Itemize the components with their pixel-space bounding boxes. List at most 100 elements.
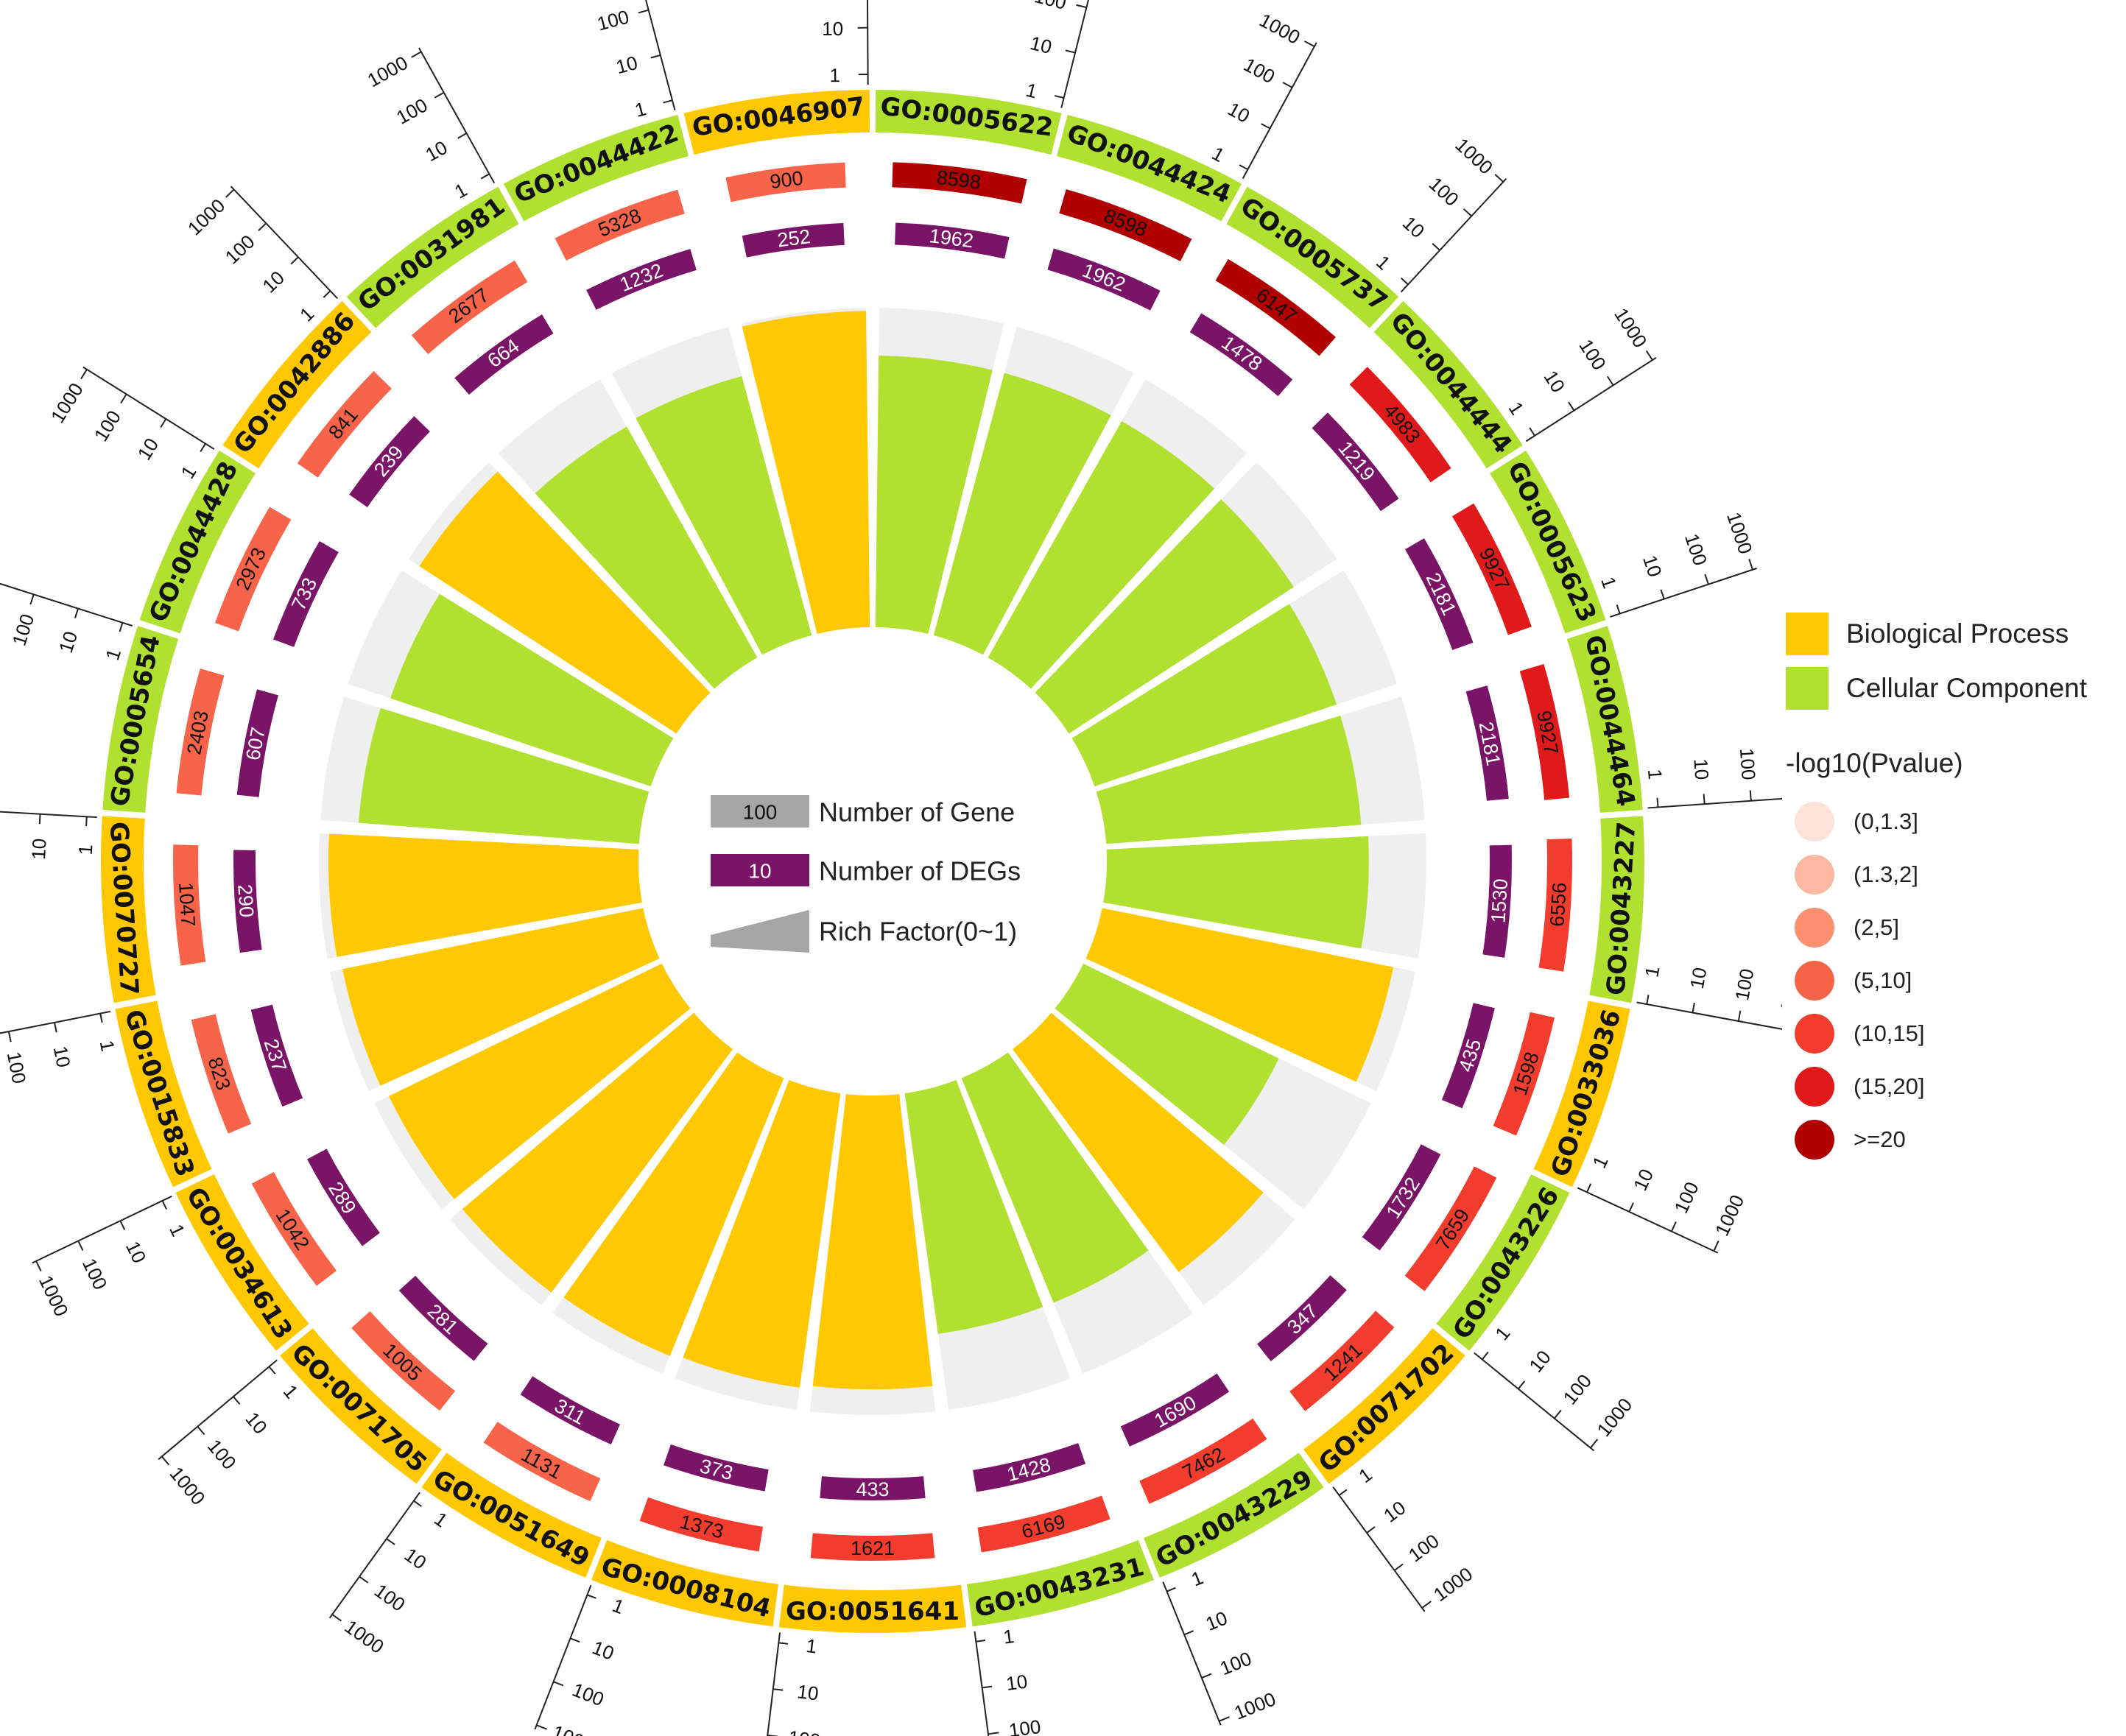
tick-label: 1 (279, 1380, 303, 1402)
tick-mark (1261, 123, 1271, 130)
tick-label: 1 (1002, 1625, 1016, 1648)
tick-mark (480, 173, 490, 180)
tick-label: 100 (90, 406, 125, 445)
rich-factor-bar (636, 375, 812, 655)
tick-axis-line (82, 366, 215, 450)
tick-label: 10 (1629, 1165, 1658, 1194)
tick-label: 1000 (165, 1462, 209, 1509)
pvalue-dot (1795, 855, 1834, 895)
tick-mark (1628, 1202, 1634, 1213)
term-block (1489, 450, 1606, 634)
tick-mark (988, 1732, 999, 1735)
tick-mark (161, 1456, 170, 1466)
gene-count-bar (173, 844, 206, 966)
deg-count-label: 607 (242, 725, 270, 762)
tick-mark (1529, 427, 1535, 437)
tick-mark (225, 188, 235, 198)
legend-item-cellular-component: Cellular Component (1786, 666, 2110, 711)
tick-label: 1000 (1781, 737, 1782, 781)
tick-label: 1000 (35, 1272, 73, 1320)
tick-mark (1366, 1526, 1376, 1534)
rich-factor-bar (904, 1080, 1043, 1334)
tick-mark (77, 1241, 84, 1251)
term-block (778, 1584, 967, 1633)
deg-count-bar (973, 1443, 1086, 1492)
deg-count-bar (895, 222, 1010, 259)
tick-label: 1000 (183, 194, 230, 240)
center-legend-deg-swatch (711, 854, 809, 886)
tick-label: 10 (1689, 758, 1713, 780)
deg-count-bar (307, 1148, 380, 1246)
rich-factor-bar (1096, 716, 1362, 844)
tick-label: 10 (1524, 1346, 1555, 1376)
deg-count-label: 1962 (1080, 259, 1129, 296)
tick-label: 100 (1669, 1179, 1703, 1217)
pvalue-bin-label: (10,15] (1854, 1020, 1925, 1046)
tick-label: 10 (122, 1238, 151, 1266)
tick-label: 1 (430, 1508, 451, 1532)
pvalue-bin-label: (0,1.3] (1854, 808, 1918, 834)
deg-count-bar (1189, 313, 1293, 397)
tick-axis-line (1577, 1187, 1719, 1254)
tick-axis-line (1332, 1486, 1426, 1612)
pvalue-dot (1795, 1067, 1834, 1107)
tick-mark (119, 622, 124, 632)
tick-label: 10 (49, 1044, 75, 1069)
tick-label: 10 (241, 1408, 272, 1438)
rich-factor-bar (535, 426, 758, 689)
tick-label: 100 (1574, 335, 1611, 374)
deg-count-bar (250, 1004, 303, 1107)
term-block (280, 1328, 442, 1484)
deg-count-bar (820, 1476, 926, 1501)
gene-count-bar (176, 668, 225, 796)
tick-label: 1 (1024, 79, 1039, 103)
gene-count-label: 1373 (677, 1511, 726, 1543)
tick-mark (638, 9, 649, 14)
tick-label: 1 (1354, 1463, 1376, 1487)
tick-label: 1 (829, 64, 840, 86)
pvalue-legend-title: -log10(Pvalue) (1786, 748, 1963, 778)
rich-factor-bar (462, 1012, 733, 1293)
deg-count-bar (1312, 412, 1399, 512)
tick-mark (1421, 1601, 1432, 1609)
pvalue-bin: (0,1.3] (1795, 795, 2110, 848)
pvalue-dot (1795, 961, 1834, 1001)
gene-count-label: 6556 (1546, 882, 1571, 928)
tick-axis-line (1400, 177, 1507, 293)
tick-label: 1000 (1231, 1687, 1279, 1723)
rich-factor-bar (742, 311, 870, 635)
tick-label: 10 (1686, 966, 1711, 991)
rich-factor-bar (388, 963, 691, 1199)
tick-mark (1586, 1183, 1592, 1193)
tick-label: 1000 (1722, 509, 1757, 557)
tick-axis-line (1162, 1581, 1222, 1726)
tick-mark (1554, 1409, 1562, 1419)
pvalue-bin: (5,10] (1795, 954, 2110, 1007)
rich-factor-bar (988, 421, 1215, 689)
tick-label: 10 (796, 1680, 820, 1704)
tick-label: 100 (370, 1579, 409, 1616)
tick-label: 10 (1224, 98, 1253, 127)
gene-count-bar (892, 162, 1027, 204)
deg-count-label: 2181 (1421, 569, 1460, 618)
gene-count-bar (1139, 1418, 1267, 1504)
tick-mark (1462, 208, 1472, 217)
tick-mark (1065, 49, 1076, 54)
term-block (1226, 186, 1399, 328)
deg-count-bar (1404, 538, 1474, 650)
tick-mark (161, 1200, 167, 1210)
tick-label: 100 (8, 611, 39, 648)
deg-count-label: 252 (776, 225, 812, 251)
tick-label: 100 (1558, 1370, 1596, 1409)
rich-factor-bar (563, 1052, 784, 1356)
gene-count-bar (411, 260, 528, 355)
